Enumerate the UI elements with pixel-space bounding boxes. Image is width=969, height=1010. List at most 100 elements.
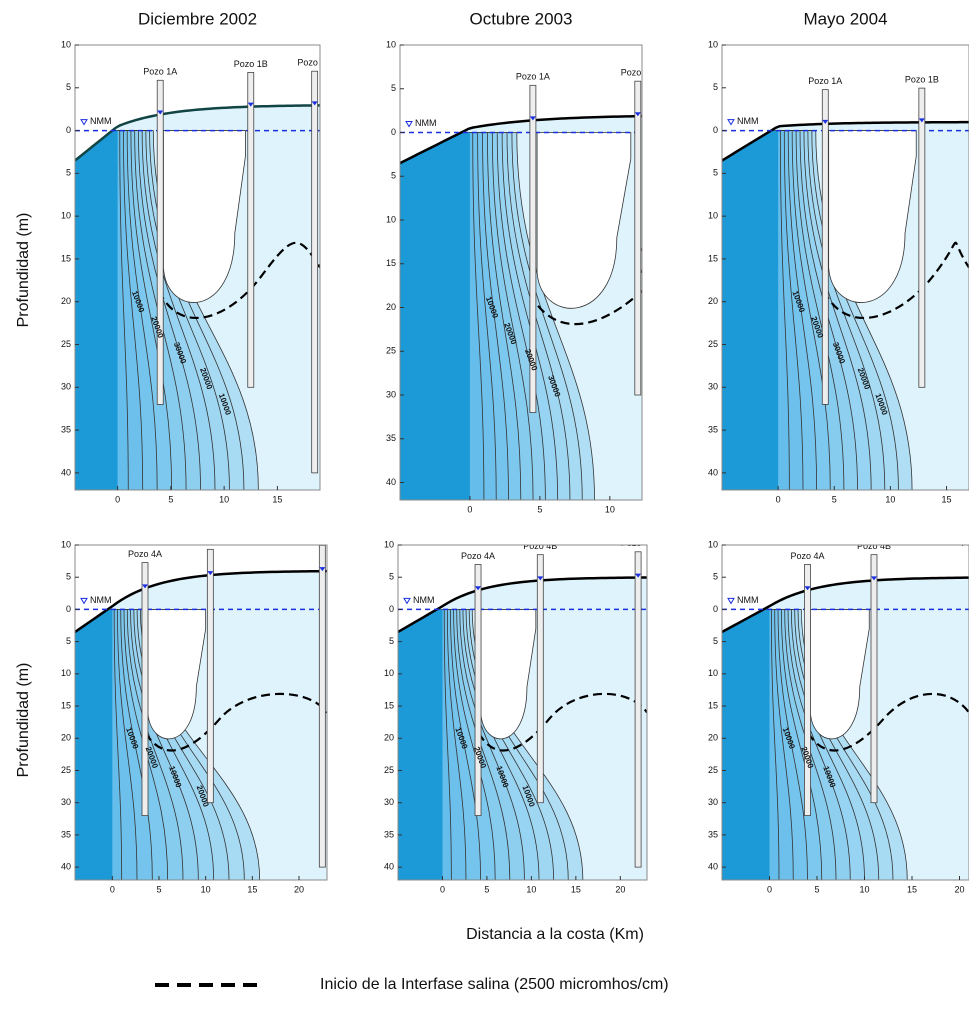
y-tick-label: 0 [66,604,71,614]
well [311,70,319,474]
well [141,562,149,816]
x-tick-label: 5 [832,494,837,504]
frame [399,44,643,501]
nmm-marker [727,119,735,126]
y-tick-label: 10 [61,211,71,221]
sea [75,609,113,880]
well-marker [529,116,536,121]
well-marker [918,118,925,123]
y-tick-label: 10 [61,668,71,678]
nmm-marker [80,119,88,126]
y-tick-label: 35 [708,424,718,434]
y-axis-label: Profundidad (m) [15,663,32,778]
y-tick-label: 35 [708,829,718,839]
x-tick-label: 0 [767,884,772,894]
sky [75,45,320,161]
y-tick-label: 35 [61,424,71,434]
y-tick-label: 5 [713,572,718,582]
y-tick-label: 25 [384,765,394,775]
frame [74,44,321,491]
y-tick-label: 0 [389,604,394,614]
well-marker [142,584,148,589]
well-label: Pozo 1C [297,58,332,68]
x-tick-label: 20 [294,884,304,894]
nmm-marker [403,597,411,605]
sea [75,130,118,490]
well-label: Pozo 1B [234,59,268,69]
y-tick-label: 10 [708,211,718,221]
x-tick-label: 0 [776,494,781,504]
y-tick-label: 5 [66,572,71,582]
sky [75,545,327,632]
sea-level-label: NMM [90,116,112,126]
y-tick-label: 10 [708,39,718,49]
well [474,564,482,816]
nmm-marker [405,121,413,128]
y-tick-label: 20 [61,733,71,743]
sea [722,609,770,880]
y-tick-label: 10 [708,539,718,549]
y-tick-label: 5 [391,83,396,93]
sea-level-label: NMM [737,595,759,605]
sea-level-label: NMM [415,118,437,128]
y-tick-label: 30 [61,797,71,807]
x-tick-label: 15 [247,884,257,894]
y-tick-label: 15 [386,258,396,268]
y-tick-label: 15 [708,700,718,710]
well-label: Pozo 4A [128,549,162,559]
panel-title: Octubre 2003 [469,9,572,28]
frame [721,544,969,881]
x-tick-label: 0 [467,504,472,514]
y-tick-label: 25 [61,765,71,775]
y-tick-label: 5 [66,168,71,178]
x-tick-label: 5 [156,884,161,894]
well-label: Pozo 4B [193,536,227,546]
surface [75,104,320,162]
y-tick-label: 25 [61,339,71,349]
y-tick-label: 20 [61,296,71,306]
y-tick-label: 30 [708,382,718,392]
x-tick-label: 10 [605,504,615,514]
y-tick-label: 5 [389,572,394,582]
well-marker [822,119,829,124]
y-tick-label: 30 [61,382,71,392]
panel-title: Diciembre 2002 [138,9,257,28]
interface [824,164,969,320]
frame [721,44,969,491]
well [821,89,829,405]
y-tick-label: 40 [386,477,396,487]
interface [143,635,327,752]
well-marker [635,573,642,578]
y-tick-label: 10 [61,39,71,49]
x-tick-label: 0 [440,884,445,894]
y-axis-label: Profundidad (m) [15,213,32,328]
nmm-marker [80,597,88,605]
sea [400,132,470,500]
sky [722,45,969,161]
y-tick-label: 20 [384,733,394,743]
fresh-lens [828,130,917,303]
x-tick-label: 5 [814,884,819,894]
frame [397,544,648,881]
sea-level-label: NMM [737,116,759,126]
y-tick-label: 40 [384,861,394,871]
fresh-lens [163,130,246,303]
x-tick-label: 0 [110,884,115,894]
y-tick-label: 35 [61,829,71,839]
well-label: Pozo 4C [961,538,969,548]
y-tick-label: 30 [708,797,718,807]
well [918,87,926,388]
surface [75,569,327,633]
sea [398,609,443,880]
y-tick-label: 40 [708,861,718,871]
fresh-lens [809,609,870,740]
well-label: Pozo 1B [905,74,939,84]
y-tick-label: 20 [708,296,718,306]
y-tick-label: 5 [389,636,394,646]
well-label: Pozo 1A [516,72,550,82]
y-tick-label: 5 [713,168,718,178]
y-tick-label: 5 [713,636,718,646]
